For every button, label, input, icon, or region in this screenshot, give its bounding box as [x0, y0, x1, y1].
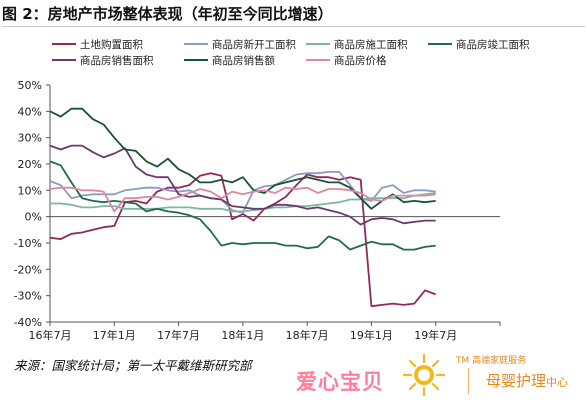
y-tick-label: -40% [14, 316, 42, 329]
y-tick-label: -20% [14, 263, 42, 276]
y-tick-label: 50% [18, 79, 42, 92]
x-tick-label: 19年7月 [414, 328, 457, 342]
legend-label: 土地购置面积 [80, 38, 143, 51]
series-line-1 [49, 172, 437, 308]
watermark-brand-text: 爱心宝贝 [296, 370, 384, 394]
legend-item: 商品房销售额 [184, 52, 275, 68]
series-line-6 [49, 107, 436, 210]
legend-label: 商品房新开工面积 [212, 38, 296, 51]
legend-item: 商品房新开工面积 [184, 36, 296, 52]
legend-swatch [306, 43, 330, 45]
y-tick-label: 20% [18, 158, 42, 171]
legend-item: 商品房施工面积 [306, 36, 408, 52]
legend-item: 商品房竣工面积 [428, 36, 530, 52]
legend-swatch [428, 43, 452, 45]
y-tick-label: 10% [18, 184, 42, 197]
series-line-3 [50, 192, 436, 213]
chart-legend: 土地购置面积 商品房新开工面积 商品房施工面积 商品房竣工面积商品房销售面积 商品房销售… [52, 36, 582, 76]
y-tick-label: -30% [14, 290, 42, 303]
x-tick-label: 18年1月 [221, 328, 264, 342]
watermark-tagline: TM 高端家庭服务 [456, 356, 527, 366]
legend-item: 商品房销售面积 [52, 52, 154, 68]
y-tick-label: -10% [14, 237, 42, 250]
source-note: 来源：国家统计局；第一太平戴维斯研究部 [14, 358, 252, 373]
watermark-center-main: 母婴护理 [486, 372, 547, 390]
x-tick-label: 19年1月 [350, 328, 393, 342]
x-tick-label: 16年7月 [29, 328, 72, 342]
legend-swatch [184, 59, 208, 61]
watermark-center-small: 中心 [546, 376, 569, 389]
legend-label: 商品房竣工面积 [456, 38, 530, 51]
sun-logo-icon [402, 353, 446, 397]
legend-label: 商品房价格 [334, 54, 387, 67]
y-tick-label: 30% [18, 132, 42, 145]
legend-label: 商品房销售额 [212, 54, 275, 67]
legend-swatch [184, 43, 208, 45]
watermark-divider [468, 368, 469, 394]
legend-swatch [52, 59, 76, 61]
x-tick-label: 18年7月 [286, 328, 329, 342]
watermark-center-text: 母婴护理中心 [486, 370, 568, 391]
legend-label: 商品房销售面积 [80, 54, 154, 67]
x-tick-label: 17年7月 [157, 328, 200, 342]
legend-label: 商品房施工面积 [334, 38, 408, 51]
y-tick-label: 0% [25, 211, 42, 224]
y-tick-label: 40% [18, 105, 42, 118]
chart-title: 图 2：房地产市场整体表现（年初至今同比增速） [2, 2, 585, 27]
series-line-2 [49, 170, 436, 214]
series-line-7 [49, 186, 436, 213]
series-line-5 [49, 144, 436, 226]
legend-item: 商品房价格 [306, 52, 387, 68]
series-line-4 [49, 160, 436, 251]
legend-swatch [52, 43, 76, 45]
x-tick-label: 17年1月 [93, 328, 136, 342]
legend-item: 土地购置面积 [52, 36, 143, 52]
legend-swatch [306, 59, 330, 61]
